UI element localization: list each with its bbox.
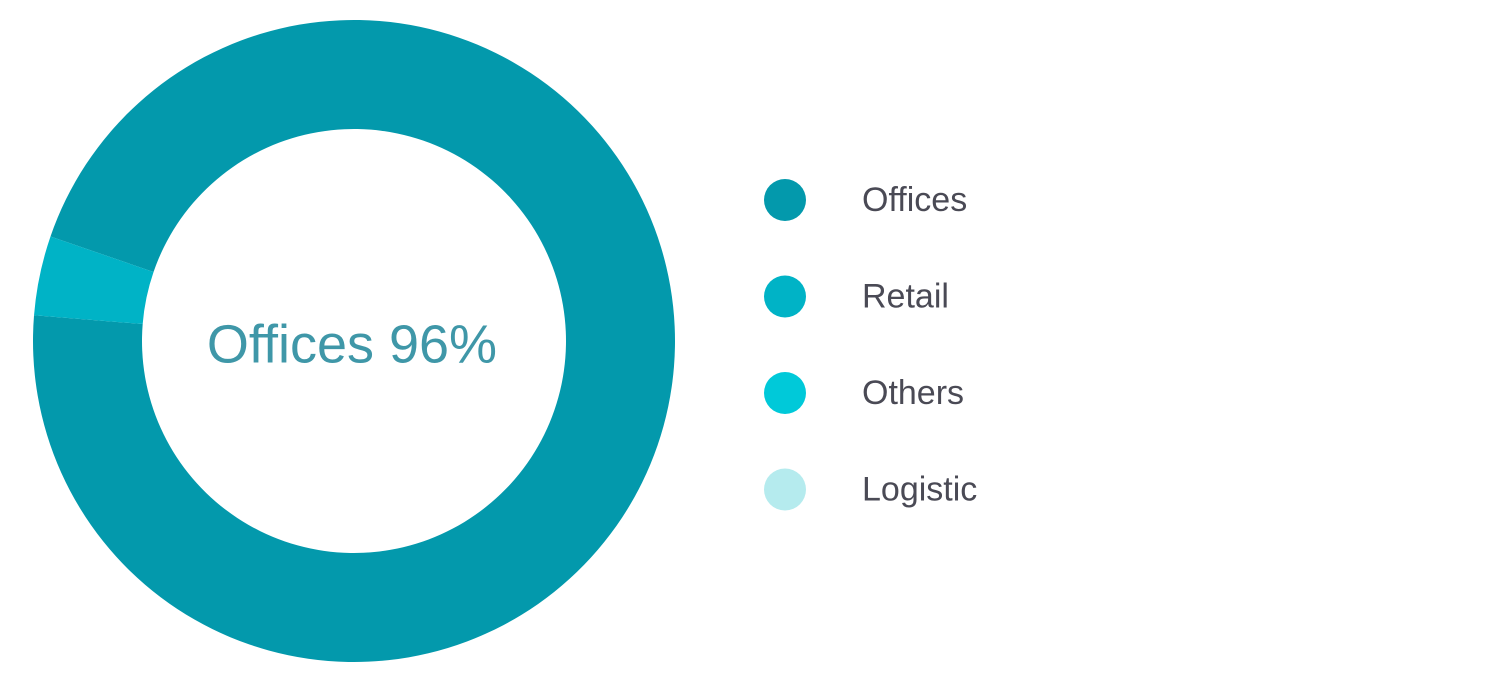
donut: [33, 19, 675, 662]
legend-label: Others: [862, 374, 964, 412]
legend-label: Logistic: [862, 470, 977, 508]
legend-swatch: [764, 372, 806, 414]
center-label: Offices 96%: [207, 314, 497, 374]
legend: Offices Retail Others Logistic: [764, 179, 977, 511]
legend-swatch: [764, 179, 806, 221]
legend-swatch: [764, 275, 806, 318]
slice: [34, 236, 154, 324]
legend-label: Retail: [862, 277, 949, 315]
slice: [33, 19, 675, 662]
legend-swatch: [764, 468, 806, 511]
legend-label: Offices: [862, 181, 967, 219]
